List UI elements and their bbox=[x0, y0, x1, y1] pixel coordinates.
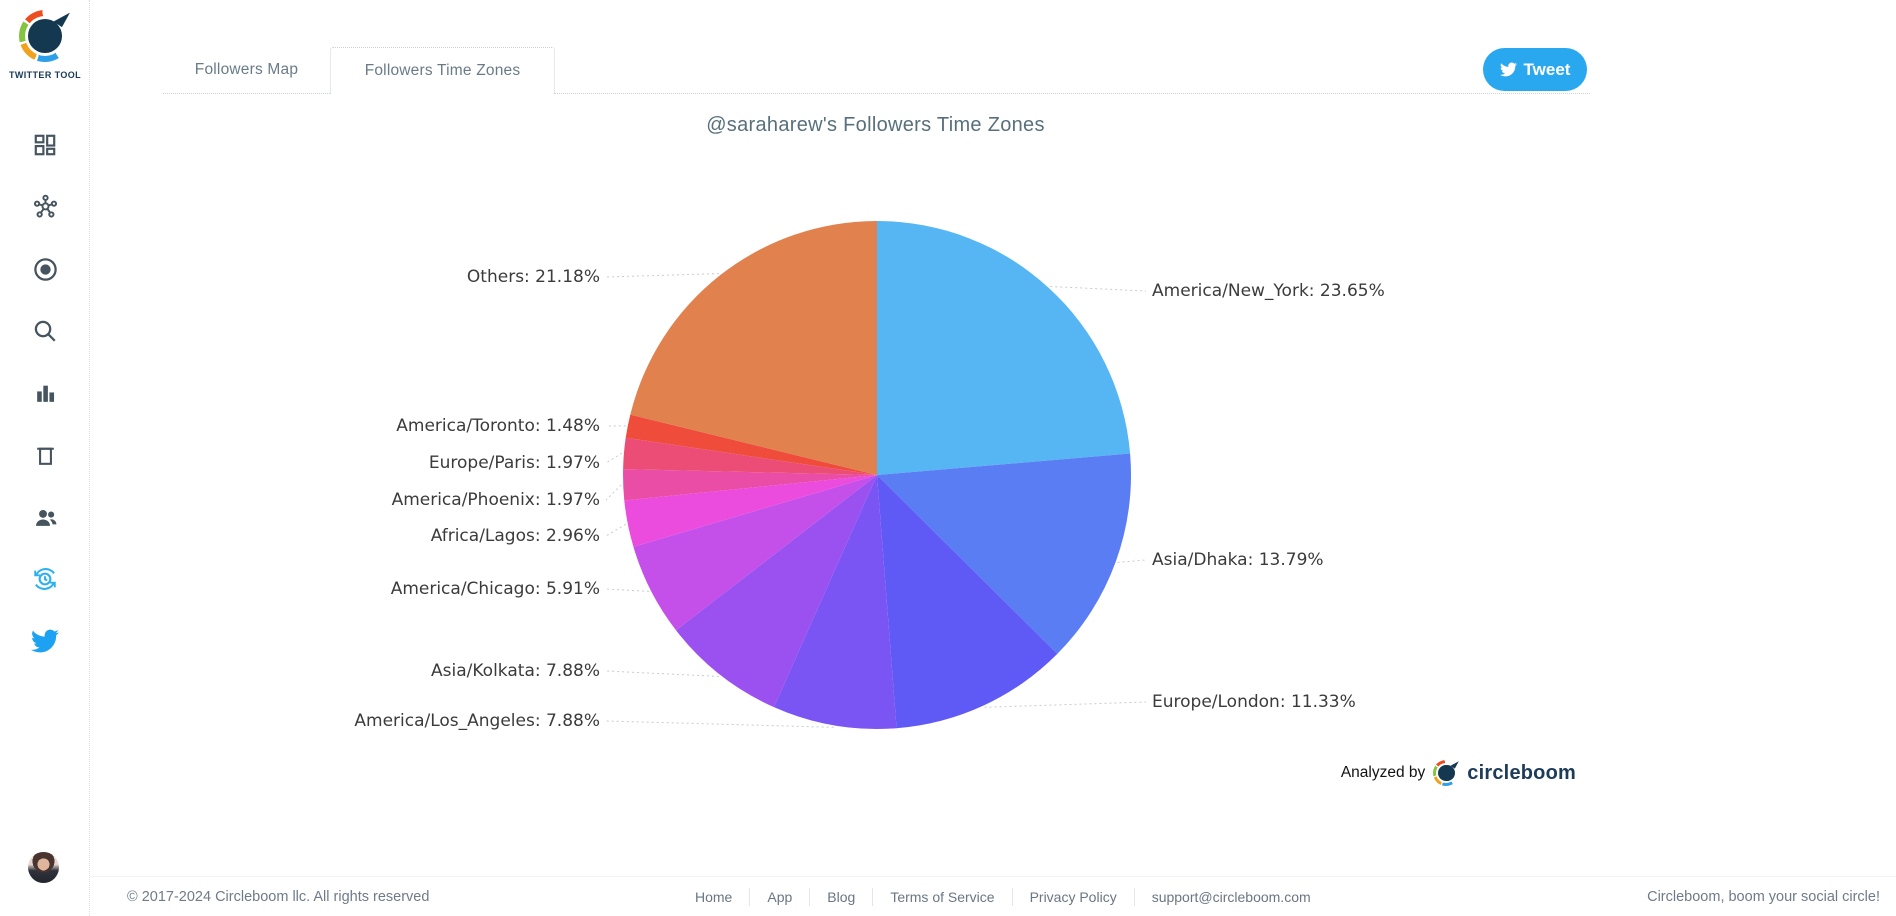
sidebar-nav bbox=[0, 132, 90, 654]
pie-slice-Europe/London[interactable] bbox=[877, 475, 1058, 729]
pie-label-Asia/Dhaka: Asia/Dhaka: 13.79% bbox=[1152, 550, 1324, 570]
sidebar: TWITTER TOOL bbox=[0, 0, 90, 916]
pie-slice-America/Chicago[interactable] bbox=[633, 475, 877, 631]
pie-label-Asia/Kolkata: Asia/Kolkata: 7.88% bbox=[431, 661, 600, 681]
footer-link-blog[interactable]: Blog bbox=[827, 888, 856, 905]
leader-line bbox=[605, 588, 650, 592]
footer-link-support-email[interactable]: support@circleboom.com bbox=[1151, 888, 1311, 905]
pie-label-America/New_York: America/New_York: 23.65% bbox=[1152, 281, 1385, 301]
pie-slice-America/Los_Angeles[interactable] bbox=[773, 475, 897, 729]
pie-slice-Asia/Dhaka[interactable] bbox=[877, 453, 1132, 654]
users-icon bbox=[35, 509, 56, 526]
schedule-refresh-icon bbox=[34, 568, 56, 590]
footer-links: Home App Blog Terms of Service Privacy P… bbox=[678, 877, 1328, 916]
pie-label-America/Chicago: America/Chicago: 5.91% bbox=[390, 579, 600, 599]
pie-slice-Europe/Paris[interactable] bbox=[623, 437, 877, 475]
tab-bar-divider bbox=[555, 93, 1590, 94]
pie-label-Europe/London: Europe/London: 11.33% bbox=[1152, 692, 1356, 712]
circleboom-wordmark: circleboom bbox=[1467, 761, 1576, 784]
leader-line bbox=[605, 670, 720, 677]
pie-label-Others: Others: 21.18% bbox=[466, 267, 600, 287]
sidebar-item-users[interactable] bbox=[31, 504, 59, 530]
footer-divider bbox=[809, 887, 811, 906]
sidebar-item-circle[interactable] bbox=[31, 256, 59, 282]
pie-label-Africa/Lagos: Africa/Lagos: 2.96% bbox=[430, 526, 600, 546]
main-content: Followers Map Followers Time Zones Tweet… bbox=[90, 0, 1896, 916]
leader-line bbox=[605, 523, 627, 537]
leader-line bbox=[1050, 286, 1147, 292]
pie-label-America/Phoenix: America/Phoenix: 1.97% bbox=[391, 490, 600, 510]
analyzed-by-label: Analyzed by bbox=[1340, 764, 1426, 781]
delete-icon bbox=[36, 447, 54, 465]
sidebar-item-delete[interactable] bbox=[31, 442, 59, 468]
footer-divider bbox=[1011, 887, 1013, 906]
attribution: Analyzed by circleboom bbox=[1341, 760, 1576, 786]
tab-bar: Followers Map Followers Time Zones bbox=[163, 47, 555, 94]
pie-label-America/Los_Angeles: America/Los_Angeles: 7.88% bbox=[354, 711, 600, 731]
footer-link-app[interactable]: App bbox=[767, 888, 793, 905]
pie-slice-America/New_York[interactable] bbox=[877, 221, 1131, 475]
leader-line bbox=[605, 452, 623, 464]
footer-link-home[interactable]: Home bbox=[695, 888, 733, 905]
pie-slice-America/Phoenix[interactable] bbox=[623, 469, 877, 501]
pie-slice-Others[interactable] bbox=[630, 221, 877, 475]
footer-divider bbox=[872, 887, 874, 906]
sidebar-item-search[interactable] bbox=[31, 318, 59, 344]
sidebar-item-connections[interactable] bbox=[31, 194, 59, 220]
tab-followers-map[interactable]: Followers Map bbox=[163, 47, 330, 94]
brand-label: TWITTER TOOL bbox=[8, 70, 82, 80]
tab-followers-time-zones[interactable]: Followers Time Zones bbox=[330, 47, 555, 94]
stats-icon bbox=[36, 385, 54, 402]
leader-line bbox=[984, 701, 1147, 708]
circleboom-logo-icon bbox=[19, 10, 71, 62]
sidebar-item-stats[interactable] bbox=[31, 380, 59, 406]
copyright-text: © 2017-2024 Circleboom llc. All rights r… bbox=[127, 888, 430, 905]
leader-line bbox=[605, 720, 834, 728]
pie-label-America/Toronto: America/Toronto: 1.48% bbox=[396, 416, 600, 436]
sidebar-item-schedule[interactable] bbox=[31, 566, 59, 592]
sidebar-item-dashboard[interactable] bbox=[31, 132, 59, 158]
user-avatar[interactable] bbox=[28, 852, 59, 883]
circleboom-logo-icon bbox=[1433, 760, 1460, 786]
twitter-bird-icon bbox=[1499, 62, 1517, 77]
followers-timezones-pie-chart bbox=[605, 221, 1147, 729]
target-icon bbox=[33, 257, 57, 281]
twitter-icon bbox=[31, 629, 59, 653]
pie-label-Europe/Paris: Europe/Paris: 1.97% bbox=[428, 453, 600, 473]
leader-line bbox=[605, 484, 622, 501]
search-icon bbox=[34, 320, 56, 342]
footer-tagline: Circleboom, boom your social circle! bbox=[1647, 888, 1880, 905]
footer-link-terms[interactable]: Terms of Service bbox=[890, 888, 995, 905]
sidebar-item-twitter[interactable] bbox=[31, 628, 59, 654]
connections-icon bbox=[33, 194, 57, 218]
dashboard-icon bbox=[34, 134, 56, 156]
footer-link-privacy[interactable]: Privacy Policy bbox=[1029, 888, 1117, 905]
tweet-button[interactable]: Tweet bbox=[1483, 48, 1587, 91]
brand-logo[interactable]: TWITTER TOOL bbox=[0, 10, 90, 80]
leader-line bbox=[605, 273, 720, 278]
leader-line bbox=[1117, 559, 1147, 563]
pie-slice-Asia/Kolkata[interactable] bbox=[676, 475, 877, 708]
chart-title: @saraharew's Followers Time Zones bbox=[706, 114, 1045, 136]
footer-divider bbox=[749, 887, 751, 906]
footer-divider bbox=[1133, 887, 1135, 906]
pie-slice-America/Toronto[interactable] bbox=[625, 414, 877, 475]
pie-slice-Africa/Lagos[interactable] bbox=[624, 475, 877, 547]
footer: © 2017-2024 Circleboom llc. All rights r… bbox=[90, 876, 1896, 916]
